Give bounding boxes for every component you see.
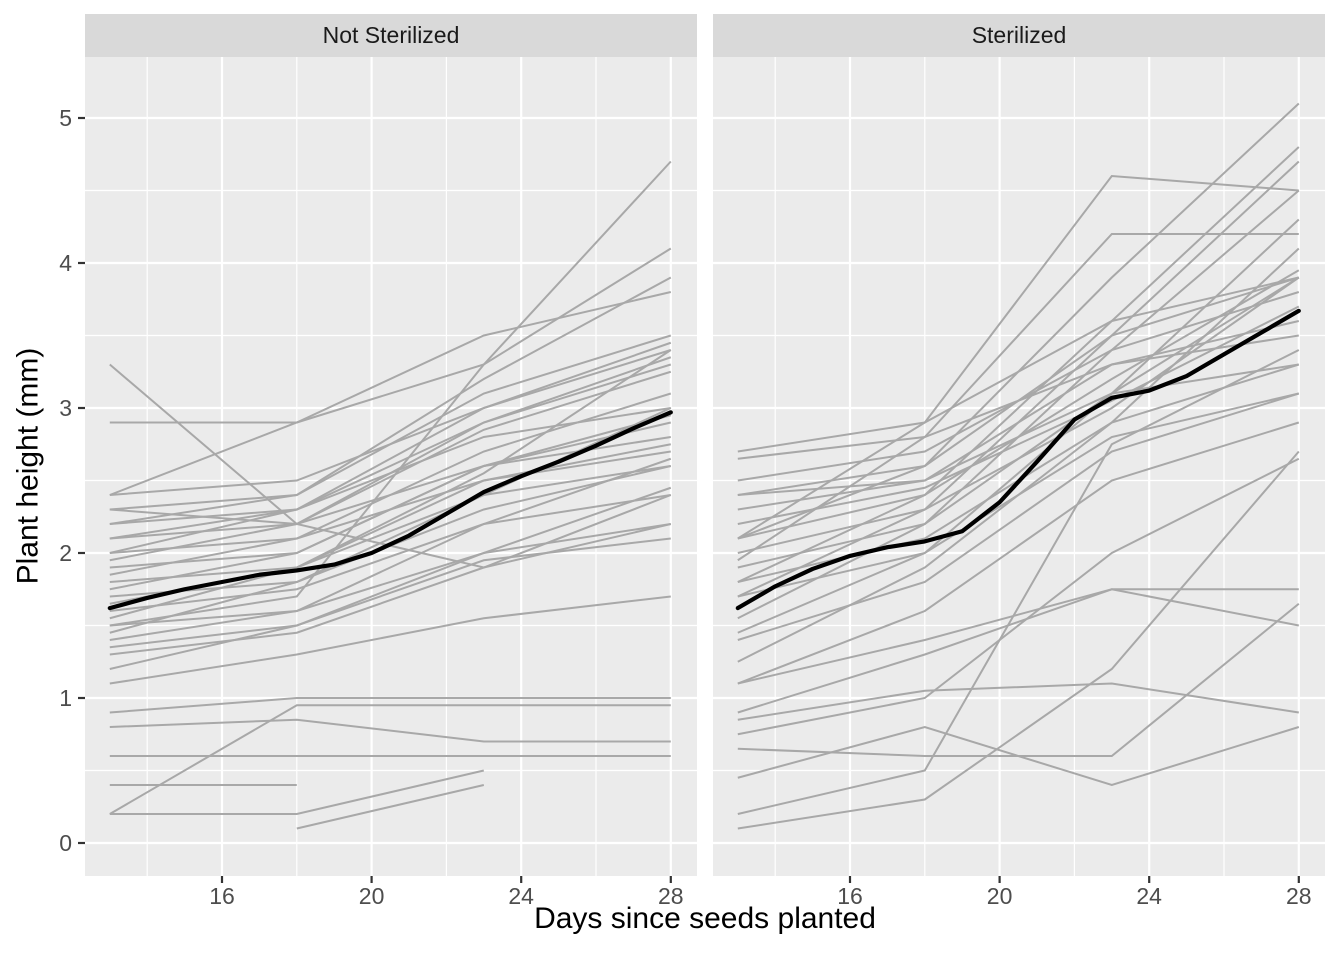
plant-trajectory-line bbox=[737, 682, 1299, 721]
plant-trajectory-line bbox=[109, 392, 672, 576]
plant-trajectory-line bbox=[737, 102, 1300, 540]
plant-trajectory-line bbox=[737, 146, 1300, 583]
x-tick-label: 28 bbox=[658, 883, 684, 909]
y-tick-label: 3 bbox=[59, 395, 72, 421]
plant-trajectory-line bbox=[109, 718, 671, 743]
y-axis: 0 1 2 3 4 5 bbox=[59, 105, 85, 856]
plant-trajectory-line bbox=[737, 349, 1300, 815]
y-tick-label: 0 bbox=[59, 830, 72, 856]
y-tick-label: 1 bbox=[59, 685, 72, 711]
plant-trajectory-line bbox=[737, 218, 1300, 634]
plant-trajectory-line bbox=[109, 595, 671, 685]
y-tick-label: 5 bbox=[59, 105, 72, 131]
plant-trajectory-line bbox=[737, 174, 1299, 540]
plant-trajectory-line bbox=[737, 160, 1300, 598]
panel-background bbox=[713, 57, 1325, 876]
plant-trajectory-line bbox=[737, 588, 1299, 714]
plant-trajectory-line bbox=[109, 334, 672, 525]
facet-strip-not-sterilized: Not Sterilized bbox=[85, 14, 697, 57]
plant-trajectory-line bbox=[109, 356, 672, 554]
y-tick-label: 4 bbox=[59, 250, 72, 276]
y-tick-label: 2 bbox=[59, 540, 72, 566]
facet-strip-sterilized: Sterilized bbox=[713, 14, 1325, 57]
plant-trajectory-line bbox=[737, 725, 1300, 787]
plant-trajectory-line bbox=[109, 247, 672, 496]
mean-trend-line bbox=[735, 308, 1301, 611]
x-tick-label: 20 bbox=[359, 883, 385, 909]
plant-trajectory-line bbox=[109, 486, 672, 670]
plant-trajectory-line bbox=[737, 305, 1300, 525]
x-tick-label: 16 bbox=[837, 883, 863, 909]
panel-not-sterilized: 16 20 24 28 bbox=[85, 57, 697, 909]
x-tick-label: 28 bbox=[1286, 883, 1312, 909]
plant-trajectory-line bbox=[109, 291, 672, 424]
x-tick-label: 24 bbox=[1136, 883, 1162, 909]
plant-trajectory-line bbox=[737, 421, 1300, 685]
plant-trajectory-line bbox=[109, 537, 671, 649]
plant-trajectory-line bbox=[109, 370, 672, 562]
x-tick-label: 24 bbox=[508, 883, 534, 909]
plant-trajectory-line bbox=[737, 247, 1300, 663]
plant-trajectory-line bbox=[737, 457, 1300, 736]
x-tick-label: 20 bbox=[987, 883, 1013, 909]
panel-sterilized: 16 20 24 28 bbox=[713, 57, 1325, 909]
plant-trajectory-line bbox=[109, 465, 671, 583]
plant-trajectory-line bbox=[109, 523, 671, 627]
plant-trajectory-line bbox=[109, 341, 672, 540]
plant-trajectory-line bbox=[109, 523, 672, 656]
plant-trajectory-line bbox=[737, 588, 1299, 685]
y-axis-title: Plant height (mm) bbox=[11, 347, 45, 585]
x-tick-label: 16 bbox=[209, 883, 235, 909]
plant-trajectory-line bbox=[109, 457, 672, 641]
plant-trajectory-line bbox=[109, 697, 671, 714]
plant-trajectory-line bbox=[109, 494, 671, 612]
plant-trajectory-line bbox=[109, 414, 672, 591]
facet-label-sterilized: Sterilized bbox=[971, 22, 1067, 48]
plant-trajectory-line bbox=[109, 704, 671, 815]
x-axis-title: Days since seeds planted bbox=[534, 902, 876, 935]
plant-trajectory-line bbox=[109, 276, 672, 511]
plant-trajectory-line bbox=[737, 450, 1300, 830]
plant-trajectory-line bbox=[296, 784, 485, 830]
plant-trajectory-line bbox=[737, 392, 1300, 641]
facet-label-not-sterilized: Not Sterilized bbox=[322, 22, 460, 48]
plant-trajectory-line bbox=[109, 769, 485, 815]
mean-trend-line bbox=[107, 410, 673, 611]
plant-trajectory-line bbox=[109, 349, 672, 620]
plant-trajectory-line bbox=[737, 189, 1300, 620]
plant-trajectory-line bbox=[109, 160, 672, 627]
